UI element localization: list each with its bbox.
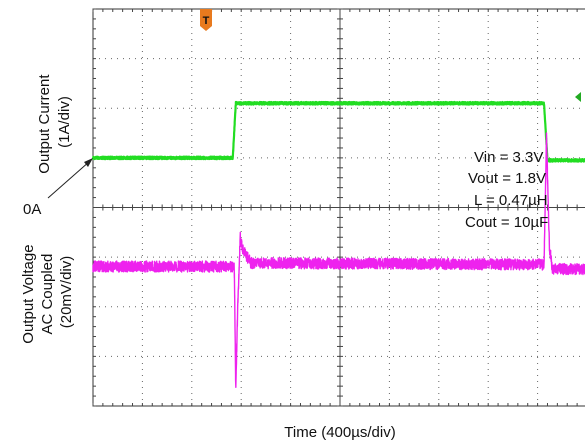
zero-pointer-line (47, 160, 91, 199)
annotation-vin: Vin = 3.3V (474, 149, 543, 166)
zero-level-label: 0A (23, 201, 41, 218)
trigger-marker: T (200, 9, 212, 31)
annotation-inductance: L = 0.47µH (474, 192, 548, 209)
x-axis-label: Time (400µs/div) (284, 424, 395, 441)
voltage-axis-label-line-2: AC Coupled (39, 254, 56, 335)
annotation-cout: Cout = 10µF (465, 214, 548, 231)
scope-grid (92, 8, 585, 407)
voltage-axis-label: Output Voltage AC Coupled (20mV/div) (20, 240, 75, 343)
trigger-marker-label: T (203, 15, 210, 27)
trace-layer (91, 100, 585, 388)
trigger-marker-icon (200, 9, 212, 31)
channel-marker-icon (575, 92, 581, 102)
current-axis-label-line-2: (1A/div) (56, 96, 73, 148)
trace-current (91, 100, 585, 163)
current-axis-label: Output Current (1A/div) (36, 70, 73, 173)
trace-voltage (92, 132, 585, 388)
zero-pointer-arrowhead (84, 158, 93, 167)
conditions-annotation: Vin = 3.3V Vout = 1.8V L = 0.47µH Cout =… (465, 149, 548, 231)
voltage-axis-label-line-1: Output Voltage (20, 244, 37, 343)
annotation-vout: Vout = 1.8V (468, 170, 546, 187)
voltage-axis-label-line-3: (20mV/div) (58, 256, 75, 329)
current-axis-label-line-1: Output Current (36, 74, 53, 174)
